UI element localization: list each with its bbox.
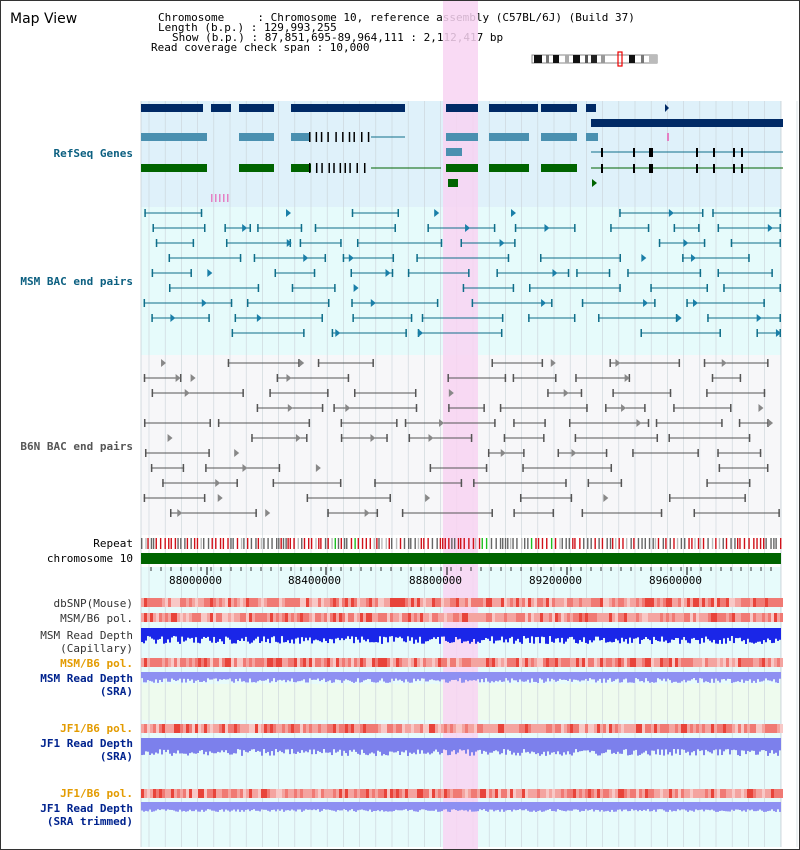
track-label-repeat[interactable]: Repeat — [93, 537, 133, 550]
track-label-jf1-depth-trimmed[interactable]: JF1 Read Depth (SRA trimmed) — [40, 802, 133, 828]
jf1-depth-trimmed-bars — [141, 802, 781, 812]
track-label-dbsnp[interactable]: dbSNP(Mouse) — [53, 597, 133, 610]
msm-depth-sra-bars — [141, 672, 781, 683]
track-label-msm-bac[interactable]: MSM BAC end pairs — [20, 275, 133, 288]
msm-depth-capillary-bars — [141, 628, 781, 644]
axis-tick-label: 89600000 — [649, 574, 702, 587]
axis-tick-label: 89200000 — [529, 574, 582, 587]
dbsnp-heatmap — [141, 598, 783, 607]
info-length: Length (b.p.) : 129,993,255 — [158, 21, 337, 34]
axis-tick-label: 88400000 — [288, 574, 341, 587]
msm-pol-capillary-heatmap — [141, 613, 783, 622]
position-axis: 88000000 88400000 88800000 89200000 89600000 — [150, 567, 772, 587]
track-label-jf1-pol-trimmed[interactable]: JF1/B6 pol. — [60, 787, 133, 800]
chromosome-bar — [141, 553, 781, 564]
msm-bac-end-pairs — [143, 209, 781, 337]
track-label-refseq[interactable]: RefSeq Genes — [53, 147, 133, 160]
jf1-pol-trimmed-heatmap — [141, 789, 783, 798]
jf1-pol-sra-heatmap — [141, 724, 783, 733]
track-label-msm-pol-sra[interactable]: MSM/B6 pol. — [60, 657, 133, 670]
track-label-b6n-bac[interactable]: B6N BAC end pairs — [20, 440, 133, 453]
track-label-msm-depth-capillary[interactable]: MSM Read Depth (Capillary) — [40, 629, 133, 655]
axis-tick-label: 88800000 — [409, 574, 462, 587]
track-label-msm-pol-capillary[interactable]: MSM/B6 pol. — [60, 612, 133, 625]
axis-tick-label: 88000000 — [169, 574, 222, 587]
b6n-bac-end-pairs — [143, 359, 780, 517]
track-label-chromosome[interactable]: chromosome 10 — [46, 552, 133, 565]
track-label-msm-depth-sra[interactable]: MSM Read Depth (SRA) — [40, 672, 133, 698]
repeat-track — [141, 538, 782, 549]
jf1-depth-sra-bars — [141, 738, 781, 756]
track-label-jf1-depth-sra[interactable]: JF1 Read Depth (SRA) — [40, 737, 133, 763]
info-coverage-span: Read coverage check span : 10,000 — [151, 41, 370, 54]
page-title: Map View — [10, 11, 78, 27]
msm-pol-sra-heatmap — [141, 658, 783, 667]
selected-region-highlight — [443, 1, 478, 849]
refseq-gene-models — [141, 104, 783, 202]
track-label-jf1-pol-sra[interactable]: JF1/B6 pol. — [60, 722, 133, 735]
ideogram-position-marker — [617, 51, 623, 67]
chromosome-ideogram — [531, 51, 658, 67]
